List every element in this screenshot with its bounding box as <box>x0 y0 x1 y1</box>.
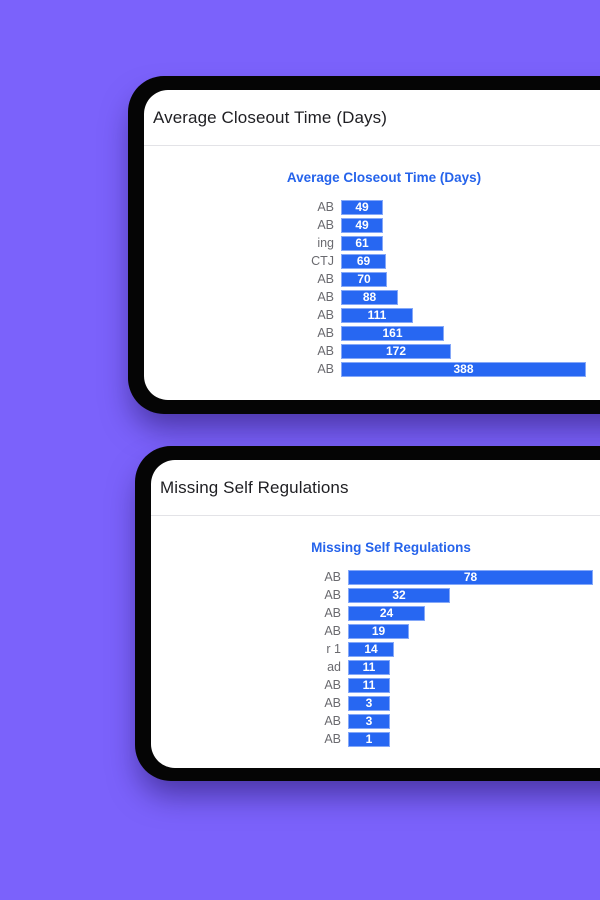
bar: 32 <box>348 587 450 603</box>
bar: 172 <box>341 343 451 359</box>
chart-row: AB 11 <box>151 676 600 694</box>
bar-value-label: 19 <box>371 623 386 638</box>
bar-value-label: 88 <box>362 289 377 304</box>
bar: 61 <box>341 235 383 251</box>
chart-row: AB 172 <box>144 342 600 360</box>
chart-row: AB 3 <box>151 712 600 730</box>
chart-row: AB 49 <box>144 216 600 234</box>
bar-value-label: 11 <box>362 677 376 692</box>
category-label: AB <box>324 696 341 710</box>
chart-row: AB 24 <box>151 604 600 622</box>
category-label: AB <box>324 606 341 620</box>
missing-self-regulations-widget-card: Missing Self Regulations Missing Self Re… <box>135 446 600 781</box>
bar-value-label: 70 <box>357 271 371 286</box>
missing-self-regulations-bar-chart: Missing Self Regulations AB 78 AB 32 AB 24 AB 1… <box>151 541 600 748</box>
bar: 24 <box>348 605 425 621</box>
bar: 69 <box>341 253 386 269</box>
bar-value-label: 172 <box>385 343 407 358</box>
category-label: AB <box>324 678 341 692</box>
category-label: AB <box>317 290 334 304</box>
category-label: AB <box>324 624 341 638</box>
bar: 388 <box>341 361 586 377</box>
bar: 49 <box>341 217 383 233</box>
bar-value-label: 78 <box>463 569 478 584</box>
category-label: AB <box>317 218 334 232</box>
chart-title: Average Closeout Time (Days) <box>286 170 482 185</box>
category-label: r 1 <box>326 642 341 656</box>
category-label: AB <box>317 344 334 358</box>
chart-row: r 1 14 <box>151 640 600 658</box>
bar-value-label: 3 <box>365 713 373 728</box>
category-label: AB <box>317 200 334 214</box>
bar: 49 <box>341 199 383 215</box>
bar: 88 <box>341 289 398 305</box>
card-header-title: Average Closeout Time (Days) <box>144 90 600 146</box>
chart-row: AB 111 <box>144 306 600 324</box>
category-label: CTJ <box>311 254 334 268</box>
bar: 19 <box>348 623 409 639</box>
bar-value-label: 11 <box>362 659 376 674</box>
bar: 14 <box>348 641 394 657</box>
category-label: AB <box>324 570 341 584</box>
bar-value-label: 1 <box>365 731 373 746</box>
bar-value-label: 69 <box>356 253 371 268</box>
category-label: AB <box>317 308 334 322</box>
bar-value-label: 161 <box>382 325 403 340</box>
bar: 1 <box>348 731 390 747</box>
category-label: AB <box>317 272 334 286</box>
chart-row: AB 32 <box>151 586 600 604</box>
bar-value-label: 388 <box>453 361 474 376</box>
chart-row: AB 78 <box>151 568 600 586</box>
bar: 11 <box>348 659 390 675</box>
category-label: ad <box>327 660 341 674</box>
closeout-time-bar-chart: Average Closeout Time (Days) AB 49 AB 49 ing… <box>144 171 600 378</box>
chart-row: ing 61 <box>144 234 600 252</box>
category-label: AB <box>317 326 334 340</box>
chart-title: Missing Self Regulations <box>311 540 471 555</box>
bar-value-label: 24 <box>379 605 394 620</box>
bar-value-label: 49 <box>355 217 369 232</box>
chart-row: ad 11 <box>151 658 600 676</box>
bar: 70 <box>341 271 387 287</box>
chart-row: AB 49 <box>144 198 600 216</box>
card-header-title: Missing Self Regulations <box>151 460 600 516</box>
closeout-time-widget-card: Average Closeout Time (Days) Average Clo… <box>128 76 600 414</box>
chart-row: AB 3 <box>151 694 600 712</box>
chart-row: CTJ 69 <box>144 252 600 270</box>
chart-row: AB 88 <box>144 288 600 306</box>
category-label: AB <box>324 588 341 602</box>
bar: 78 <box>348 569 593 585</box>
bar-value-label: 14 <box>364 641 378 656</box>
bar: 11 <box>348 677 390 693</box>
chart-row: AB 161 <box>144 324 600 342</box>
card-screen: Average Closeout Time (Days) Average Clo… <box>144 90 600 400</box>
card-screen: Missing Self Regulations Missing Self Re… <box>151 460 600 768</box>
bar-value-label: 49 <box>355 199 369 214</box>
bar: 3 <box>348 713 390 729</box>
bar: 161 <box>341 325 444 341</box>
bar-value-label: 32 <box>392 587 406 602</box>
chart-rows: AB 78 AB 32 AB 24 AB 19 r 1 14 ad 11 AB 11 AB 3 AB 3 AB 1 <box>151 568 600 748</box>
chart-row: AB 1 <box>151 730 600 748</box>
bar-value-label: 3 <box>365 695 373 710</box>
bar-value-label: 61 <box>355 235 369 250</box>
bar: 3 <box>348 695 390 711</box>
category-label: ing <box>317 236 334 250</box>
bar-value-label: 111 <box>367 307 387 322</box>
category-label: AB <box>317 362 334 376</box>
chart-row: AB 70 <box>144 270 600 288</box>
chart-rows: AB 49 AB 49 ing 61 CTJ 69 AB 70 AB 88 AB 111 AB 161 AB 17… <box>144 198 600 378</box>
chart-row: AB 19 <box>151 622 600 640</box>
bar: 111 <box>341 307 413 323</box>
category-label: AB <box>324 732 341 746</box>
chart-row: AB 388 <box>144 360 600 378</box>
category-label: AB <box>324 714 341 728</box>
